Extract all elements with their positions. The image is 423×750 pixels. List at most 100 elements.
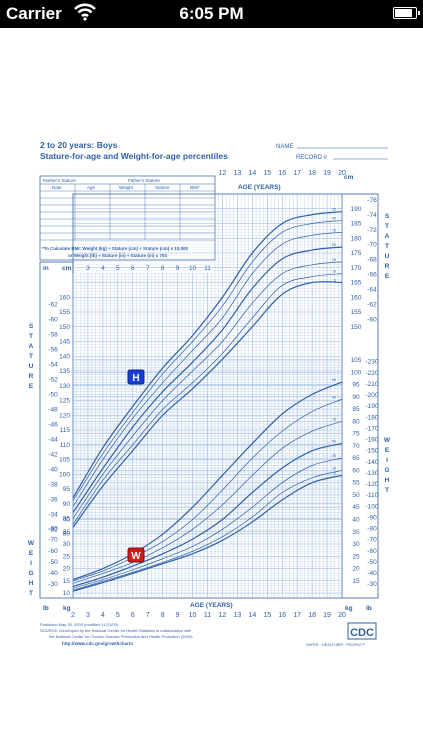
weight-kg-tick-right: 45: [352, 504, 360, 511]
weight-kg-tick-right: 55: [352, 480, 360, 487]
x-tick-mid: 5: [116, 265, 120, 272]
weight-percentile-label: 10: [332, 466, 336, 470]
source-line-1: SOURCE: Developed by the National Center…: [40, 628, 191, 633]
right-unit-cm: cm: [344, 174, 354, 181]
x-tick-bottom: 4: [101, 612, 105, 619]
record-label: RECORD #: [296, 155, 328, 161]
weight-kg-tick-right: 90: [352, 394, 360, 401]
stature-in-tick-left: -42: [48, 452, 58, 459]
axis-letter: G: [28, 570, 33, 577]
stature-in-tick-left: -34: [48, 511, 58, 518]
table-header-stature: Stature: [155, 185, 170, 190]
stature-in-tick-left: -62: [48, 302, 58, 309]
bmi-note-1: *To Calculate BMI: Weight (kg) ÷ Stature…: [42, 246, 189, 251]
x-tick-top: 18: [308, 170, 316, 177]
axis-letter: E: [29, 383, 34, 390]
axis-letter: R: [29, 373, 34, 380]
weight-kg-tick-right: 60: [352, 467, 360, 474]
chart-subtitle: Stature-for-age and Weight-for-age perce…: [40, 151, 228, 161]
axis-letter: T: [385, 243, 389, 250]
table-header-weight: Weight: [119, 185, 134, 190]
weight-kg-tick-left: 25: [63, 553, 71, 560]
w-marker[interactable]: W: [127, 547, 145, 563]
weight-lb-tick-right: -150: [365, 448, 378, 455]
stature-percentile-label: 95: [332, 208, 336, 212]
axis-letter: S: [29, 323, 34, 330]
stature-in-tick-left: -60: [48, 317, 58, 324]
stature-cm-tick-left: 150: [59, 324, 70, 331]
stature-cm-tick-right: 155: [351, 309, 362, 316]
left-unit-kg: kg: [63, 605, 71, 612]
weight-lb-tick-right: -60: [367, 548, 377, 555]
stature-curve-p5: [72, 281, 343, 528]
stature-cm-tick-left: 80: [63, 530, 71, 537]
x-tick-bottom: 9: [176, 612, 180, 619]
mothers-stature-label: Mother's Stature: [43, 178, 76, 183]
chart-title: 2 to 20 years: Boys: [40, 140, 118, 150]
x-tick-mid: 8: [161, 265, 165, 272]
table-header-bmi: BMI*: [190, 185, 200, 190]
right-unit-kg: kg: [345, 605, 353, 612]
x-tick-top: 17: [293, 170, 301, 177]
weight-kg-tick-left: 20: [63, 566, 71, 573]
axis-letter: T: [29, 333, 33, 340]
x-tick-mid: 4: [101, 265, 105, 272]
stature-in-tick-right: -66: [367, 272, 377, 279]
stature-cm-tick-right: 165: [351, 280, 362, 287]
stature-in-tick-left: -40: [48, 467, 58, 474]
stature-percentile-label: 5: [334, 279, 336, 283]
x-tick-bottom: 17: [293, 612, 301, 619]
weight-lb-tick-right: -140: [365, 459, 378, 466]
stature-cm-tick-right: 180: [351, 235, 362, 242]
stature-in-tick-left: -36: [48, 497, 58, 504]
carrier-label: Carrier: [6, 4, 62, 23]
x-tick-bottom: 16: [278, 612, 286, 619]
weight-kg-tick-right: 30: [352, 541, 360, 548]
age-axis-label-top: AGE (YEARS): [238, 184, 281, 191]
left-unit-in: in: [43, 265, 49, 272]
weight-kg-tick-right: 65: [352, 455, 360, 462]
weight-percentile-label: 95: [332, 378, 336, 382]
weight-kg-tick-right: 95: [352, 382, 360, 389]
axis-letter: H: [29, 580, 34, 587]
weight-lb-tick-right: -30: [367, 581, 377, 588]
weight-lb-tick-left: -40: [48, 570, 58, 577]
stature-in-tick-left: -48: [48, 407, 58, 414]
stature-cm-tick-left: 145: [59, 339, 70, 346]
stature-cm-tick-right: 170: [351, 265, 362, 272]
stature-percentile-label: 90: [332, 217, 336, 221]
stature-cm-tick-left: 95: [63, 486, 71, 493]
weight-lb-tick-right: -80: [367, 526, 377, 533]
stature-cm-tick-left: 140: [59, 353, 70, 360]
weight-kg-tick-right: 75: [352, 431, 360, 438]
x-tick-mid: 7: [146, 265, 150, 272]
stature-cm-tick-right: 175: [351, 250, 362, 257]
weight-lb-tick-right: -230: [365, 359, 378, 366]
weight-curve-p50: [72, 442, 343, 588]
axis-letter: U: [385, 253, 390, 260]
stature-cm-tick-left: 100: [59, 471, 70, 478]
h-marker[interactable]: H: [127, 369, 145, 385]
weight-lb-tick-left: -30: [48, 581, 58, 588]
x-tick-top: 20: [338, 170, 346, 177]
x-tick-bottom: 15: [263, 612, 271, 619]
axis-letter: T: [29, 590, 33, 597]
stature-cm-tick-left: 110: [60, 442, 71, 449]
weight-lb-tick-right: -120: [365, 481, 378, 488]
cdc-url[interactable]: http://www.cdc.gov/growthcharts: [62, 641, 133, 646]
weight-kg-tick-right: 50: [352, 492, 360, 499]
stature-in-tick-left: -58: [48, 332, 58, 339]
x-tick-bottom: 7: [146, 612, 150, 619]
bmi-note-2: or Weight (lb) ÷ Stature (in) ÷ Stature …: [68, 253, 167, 258]
x-tick-bottom: 3: [86, 612, 90, 619]
x-tick-mid: 6: [131, 265, 135, 272]
weight-curve-p10: [72, 470, 343, 591]
clock: 6:05 PM: [179, 4, 244, 23]
weight-lb-tick-right: -100: [365, 503, 378, 510]
stature-in-tick-right: -70: [367, 242, 377, 249]
stature-percentile-label: 25: [332, 258, 336, 262]
weight-lb-tick-left: -70: [48, 537, 58, 544]
